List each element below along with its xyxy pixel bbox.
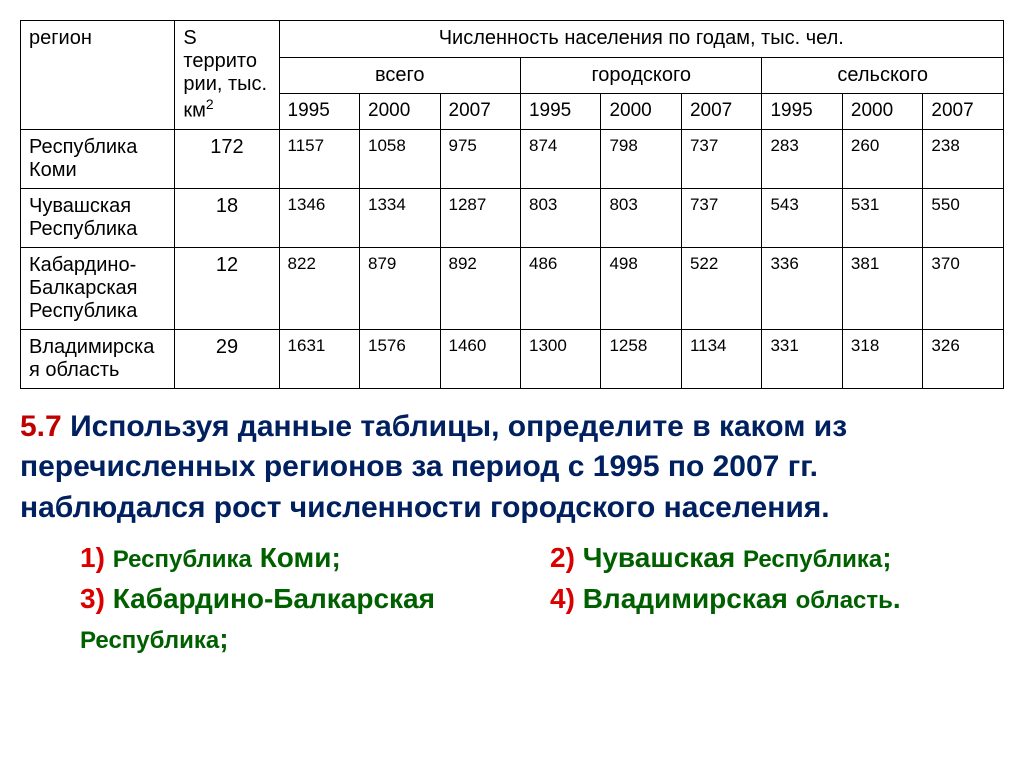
answer-options: 1) Республика Коми; 2) Чувашская Республ… (20, 538, 1004, 660)
option-4-num: 4) (550, 583, 575, 614)
header-area-sup: 2 (206, 96, 214, 112)
table-cell: 803 (520, 188, 600, 247)
option-2: 2) Чувашская Республика; (550, 538, 1004, 579)
table-cell: 1334 (360, 188, 440, 247)
year-cell: 2000 (601, 94, 681, 130)
option-4: 4) Владимирская область. (550, 579, 1004, 620)
table-cell: 1631 (279, 329, 359, 388)
option-4-b: область (796, 587, 893, 614)
option-3-num: 3) (80, 583, 105, 614)
table-cell: 283 (762, 129, 842, 188)
table-cell: 29 (175, 329, 279, 388)
year-cell: 2007 (440, 94, 520, 130)
table-cell: 18 (175, 188, 279, 247)
table-cell: 531 (842, 188, 922, 247)
table-cell: Владимирска я область (21, 329, 175, 388)
table-cell: 1460 (440, 329, 520, 388)
table-cell: 260 (842, 129, 922, 188)
option-4-a: Владимирская (583, 583, 788, 614)
option-1-num: 1) (80, 542, 105, 573)
table-cell: 381 (842, 247, 922, 329)
option-3-a: Кабардино-Балкарская (113, 583, 435, 614)
table-cell: 331 (762, 329, 842, 388)
table-cell: 879 (360, 247, 440, 329)
year-cell: 1995 (762, 94, 842, 130)
table-cell: 975 (440, 129, 520, 188)
table-row: Владимирска я область2916311576146013001… (21, 329, 1004, 388)
table-cell: 486 (520, 247, 600, 329)
year-cell: 1995 (520, 94, 600, 130)
option-2-num: 2) (550, 542, 575, 573)
table-cell: 1346 (279, 188, 359, 247)
table-cell: 737 (681, 188, 761, 247)
table-cell: 1058 (360, 129, 440, 188)
year-cell: 1995 (279, 94, 359, 130)
table-cell: 550 (923, 188, 1004, 247)
table-cell: 1258 (601, 329, 681, 388)
header-population: Численность населения по годам, тыс. чел… (279, 21, 1003, 58)
table-cell: 336 (762, 247, 842, 329)
table-cell: 1576 (360, 329, 440, 388)
table-cell: Республика Коми (21, 129, 175, 188)
table-cell: 522 (681, 247, 761, 329)
question-number: 5.7 (20, 410, 62, 443)
table-cell: 172 (175, 129, 279, 188)
question-body-text: Используя данные таблицы, определите в к… (20, 410, 847, 524)
table-row: Республика Коми1721157105897587479873728… (21, 129, 1004, 188)
header-area-text: S террито рии, тыс. км (183, 27, 267, 122)
table-cell: 326 (923, 329, 1004, 388)
table-cell: 1134 (681, 329, 761, 388)
population-table: регион S террито рии, тыс. км2 Численнос… (20, 20, 1004, 389)
table-row: Чувашская Республика18134613341287803803… (21, 188, 1004, 247)
year-cell: 2007 (923, 94, 1004, 130)
table-cell: 370 (923, 247, 1004, 329)
year-cell: 2000 (842, 94, 922, 130)
table-cell: 238 (923, 129, 1004, 188)
table-cell: 1287 (440, 188, 520, 247)
table-cell: 1300 (520, 329, 600, 388)
option-2-b: Республика (743, 546, 882, 573)
year-cell: 2007 (681, 94, 761, 130)
table-cell: 498 (601, 247, 681, 329)
option-1: 1) Республика Коми; (80, 538, 550, 579)
table-row: Кабардино-Балкарская Республика128228798… (21, 247, 1004, 329)
option-3-tail: Республика; (80, 619, 1004, 660)
header-area: S террито рии, тыс. км2 (175, 21, 279, 130)
option-3: 3) Кабардино-Балкарская (80, 579, 550, 620)
option-1-a: Республика (113, 546, 252, 573)
header-urban: городского (520, 57, 761, 94)
header-region: регион (21, 21, 175, 130)
table-cell: 798 (601, 129, 681, 188)
table-cell: 1157 (279, 129, 359, 188)
table-cell: 543 (762, 188, 842, 247)
option-3-tail-c: ; (219, 623, 228, 654)
header-total: всего (279, 57, 520, 94)
option-3-tail-a: Республика (80, 627, 219, 654)
year-cell: 2000 (360, 94, 440, 130)
table-cell: 12 (175, 247, 279, 329)
question-text: 5.7 Используя данные таблицы, определите… (20, 407, 1004, 529)
option-2-c: ; (882, 542, 891, 573)
header-rural: сельского (762, 57, 1004, 94)
table-cell: Чувашская Республика (21, 188, 175, 247)
option-4-c: . (893, 583, 901, 614)
table-cell: 822 (279, 247, 359, 329)
table-cell: 874 (520, 129, 600, 188)
option-1-b: Коми; (260, 542, 341, 573)
option-2-a: Чувашская (583, 542, 736, 573)
table-cell: 892 (440, 247, 520, 329)
table-cell: Кабардино-Балкарская Республика (21, 247, 175, 329)
table-cell: 737 (681, 129, 761, 188)
table-cell: 318 (842, 329, 922, 388)
table-cell: 803 (601, 188, 681, 247)
